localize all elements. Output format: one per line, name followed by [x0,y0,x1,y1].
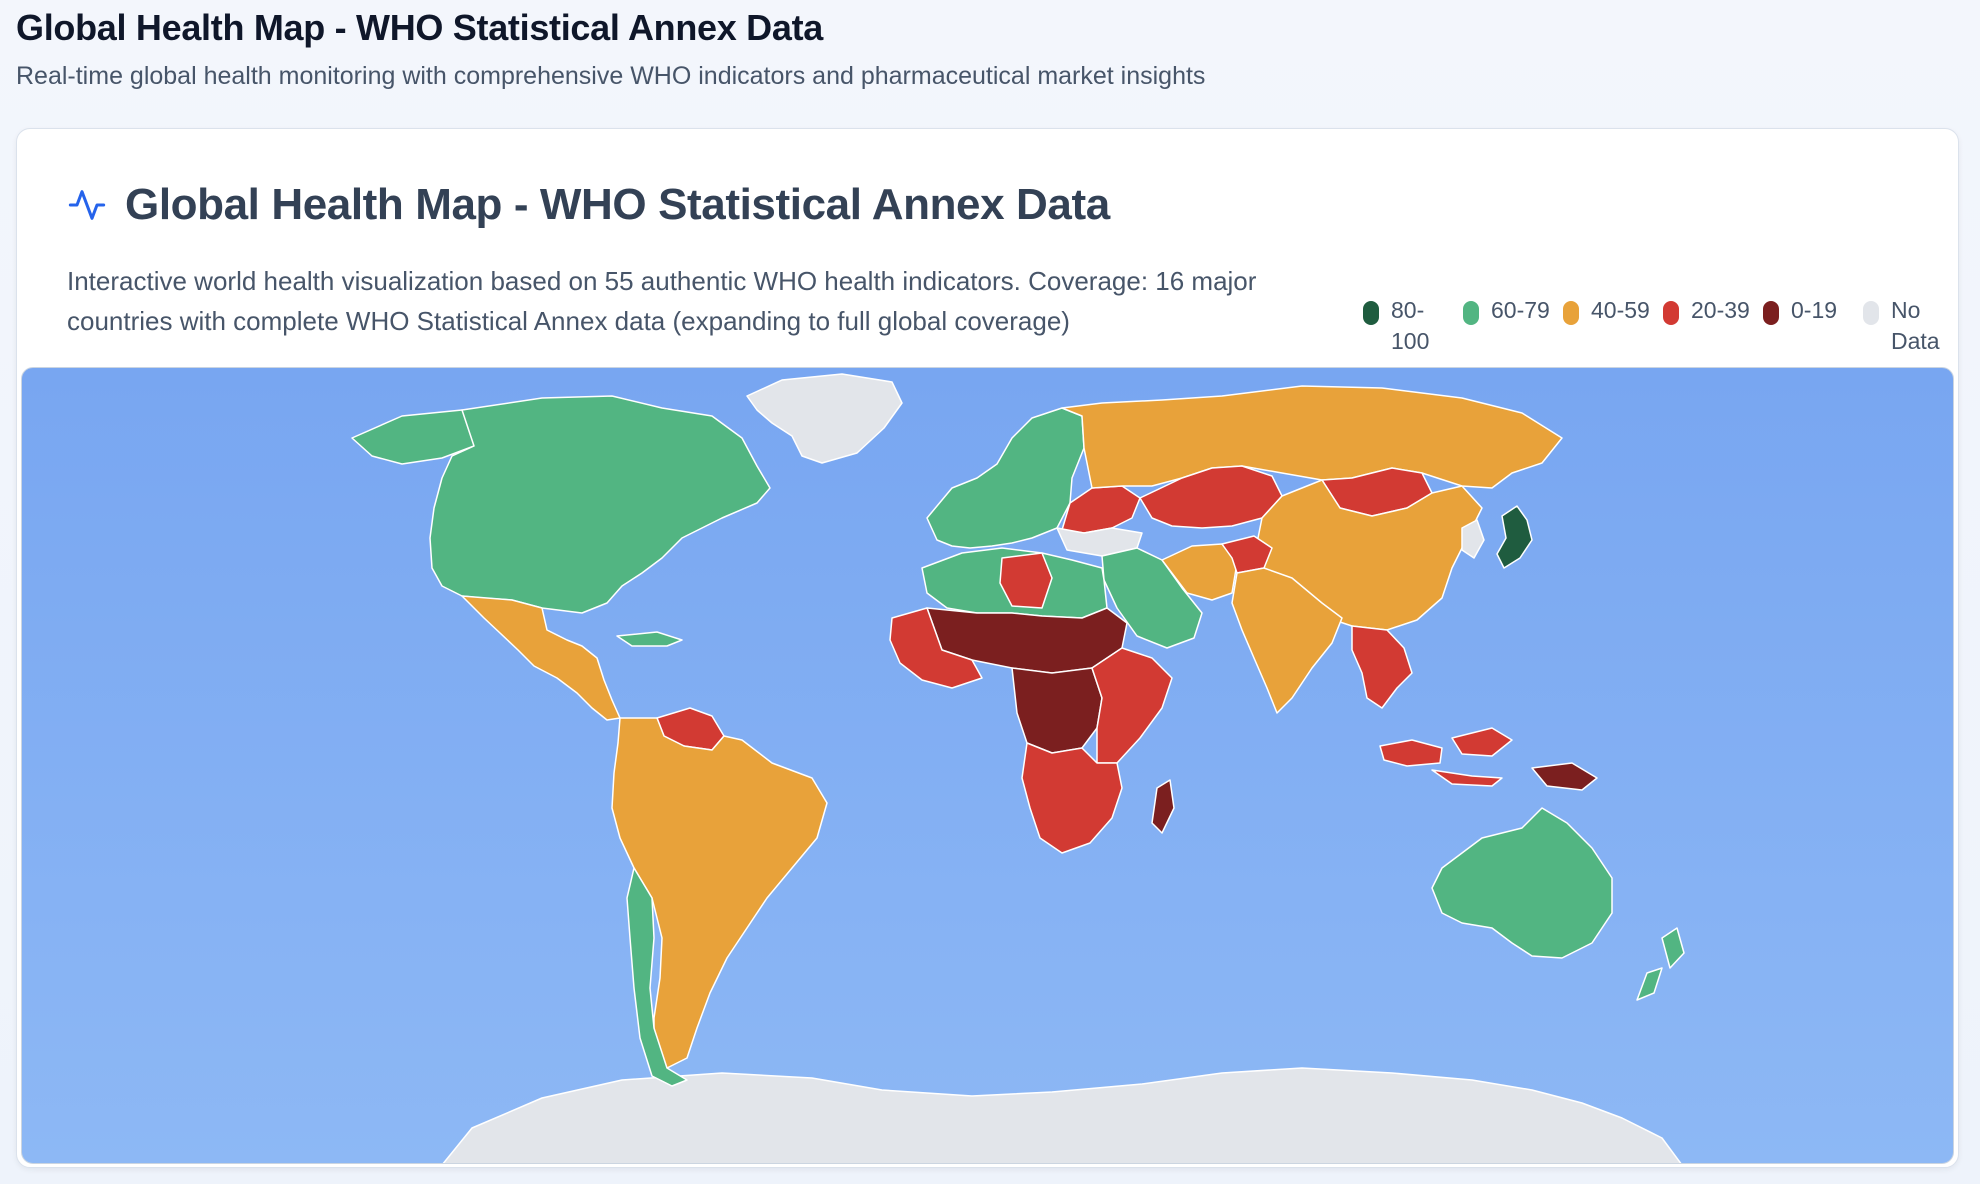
region-central-africa[interactable] [1011,667,1103,754]
region-australia[interactable] [1431,807,1613,959]
region-middle-east[interactable] [1101,547,1203,649]
legend-label: 0-19 [1791,297,1838,323]
region-chile[interactable] [626,867,688,1087]
region-caribbean[interactable] [616,631,683,647]
map-legend: 80-100 60-79 40-59 20-39 0-19 No Data [1363,295,1957,357]
region-iran[interactable] [1161,543,1238,601]
legend-item-no-data: No Data [1863,295,1957,357]
legend-swatch [1563,301,1579,325]
legend-item-0-19: 0-19 [1763,295,1857,357]
page-title: Global Health Map - WHO Statistical Anne… [16,7,823,48]
card-title: Global Health Map - WHO Statistical Anne… [125,180,1110,229]
region-mexico-central-america[interactable] [461,595,621,721]
region-antarctica[interactable] [442,1067,1682,1164]
activity-pulse-icon [67,185,107,225]
legend-label: 20-39 [1691,297,1750,323]
region-southeast-asia[interactable] [1351,625,1413,709]
region-western-europe[interactable] [926,407,1085,549]
region-south-asia[interactable] [1231,567,1343,714]
region-libya[interactable] [999,552,1053,609]
legend-swatch [1463,301,1479,325]
region-greenland[interactable] [746,373,903,464]
card-title-row: Global Health Map - WHO Statistical Anne… [67,177,1918,233]
region-papua-new-guinea[interactable] [1531,762,1598,791]
legend-label: 40-59 [1591,297,1650,323]
region-madagascar[interactable] [1151,779,1175,834]
legend-swatch [1763,301,1779,325]
region-south-america[interactable] [611,717,828,1069]
region-russia[interactable] [1061,385,1563,489]
card-description: Interactive world health visualization b… [67,266,1257,336]
world-map[interactable] [21,367,1954,1164]
region-turkey[interactable] [1056,527,1143,557]
legend-swatch [1663,301,1679,325]
card-header: Global Health Map - WHO Statistical Anne… [67,177,1940,387]
legend-swatch [1363,301,1379,325]
region-west-africa[interactable] [889,607,983,689]
region-north-america[interactable] [429,395,771,614]
legend-item-20-39: 20-39 [1663,295,1757,357]
legend-label: 80-100 [1391,297,1430,354]
legend-label: No Data [1891,297,1940,354]
page-header: Global Health Map - WHO Statistical Anne… [16,6,1956,92]
legend-item-60-79: 60-79 [1463,295,1557,357]
legend-swatch [1863,301,1879,325]
region-eastern-europe[interactable] [1061,485,1141,534]
region-new-zealand[interactable] [1636,927,1685,1001]
legend-item-40-59: 40-59 [1563,295,1657,357]
page-subtitle: Real-time global health monitoring with … [16,62,1206,90]
region-east-africa[interactable] [1091,647,1173,764]
legend-label: 60-79 [1491,297,1550,323]
legend-item-80-100: 80-100 [1363,295,1457,357]
region-southern-africa[interactable] [1021,742,1123,854]
region-japan[interactable] [1496,505,1533,569]
region-indonesia[interactable] [1379,727,1513,787]
region-sahel[interactable] [926,607,1128,674]
world-map-svg [351,373,1685,1164]
health-map-card: Global Health Map - WHO Statistical Anne… [16,128,1959,1168]
region-korea[interactable] [1461,519,1485,559]
